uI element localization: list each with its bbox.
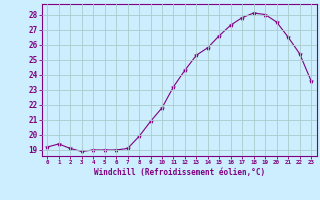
X-axis label: Windchill (Refroidissement éolien,°C): Windchill (Refroidissement éolien,°C) [94, 168, 265, 177]
